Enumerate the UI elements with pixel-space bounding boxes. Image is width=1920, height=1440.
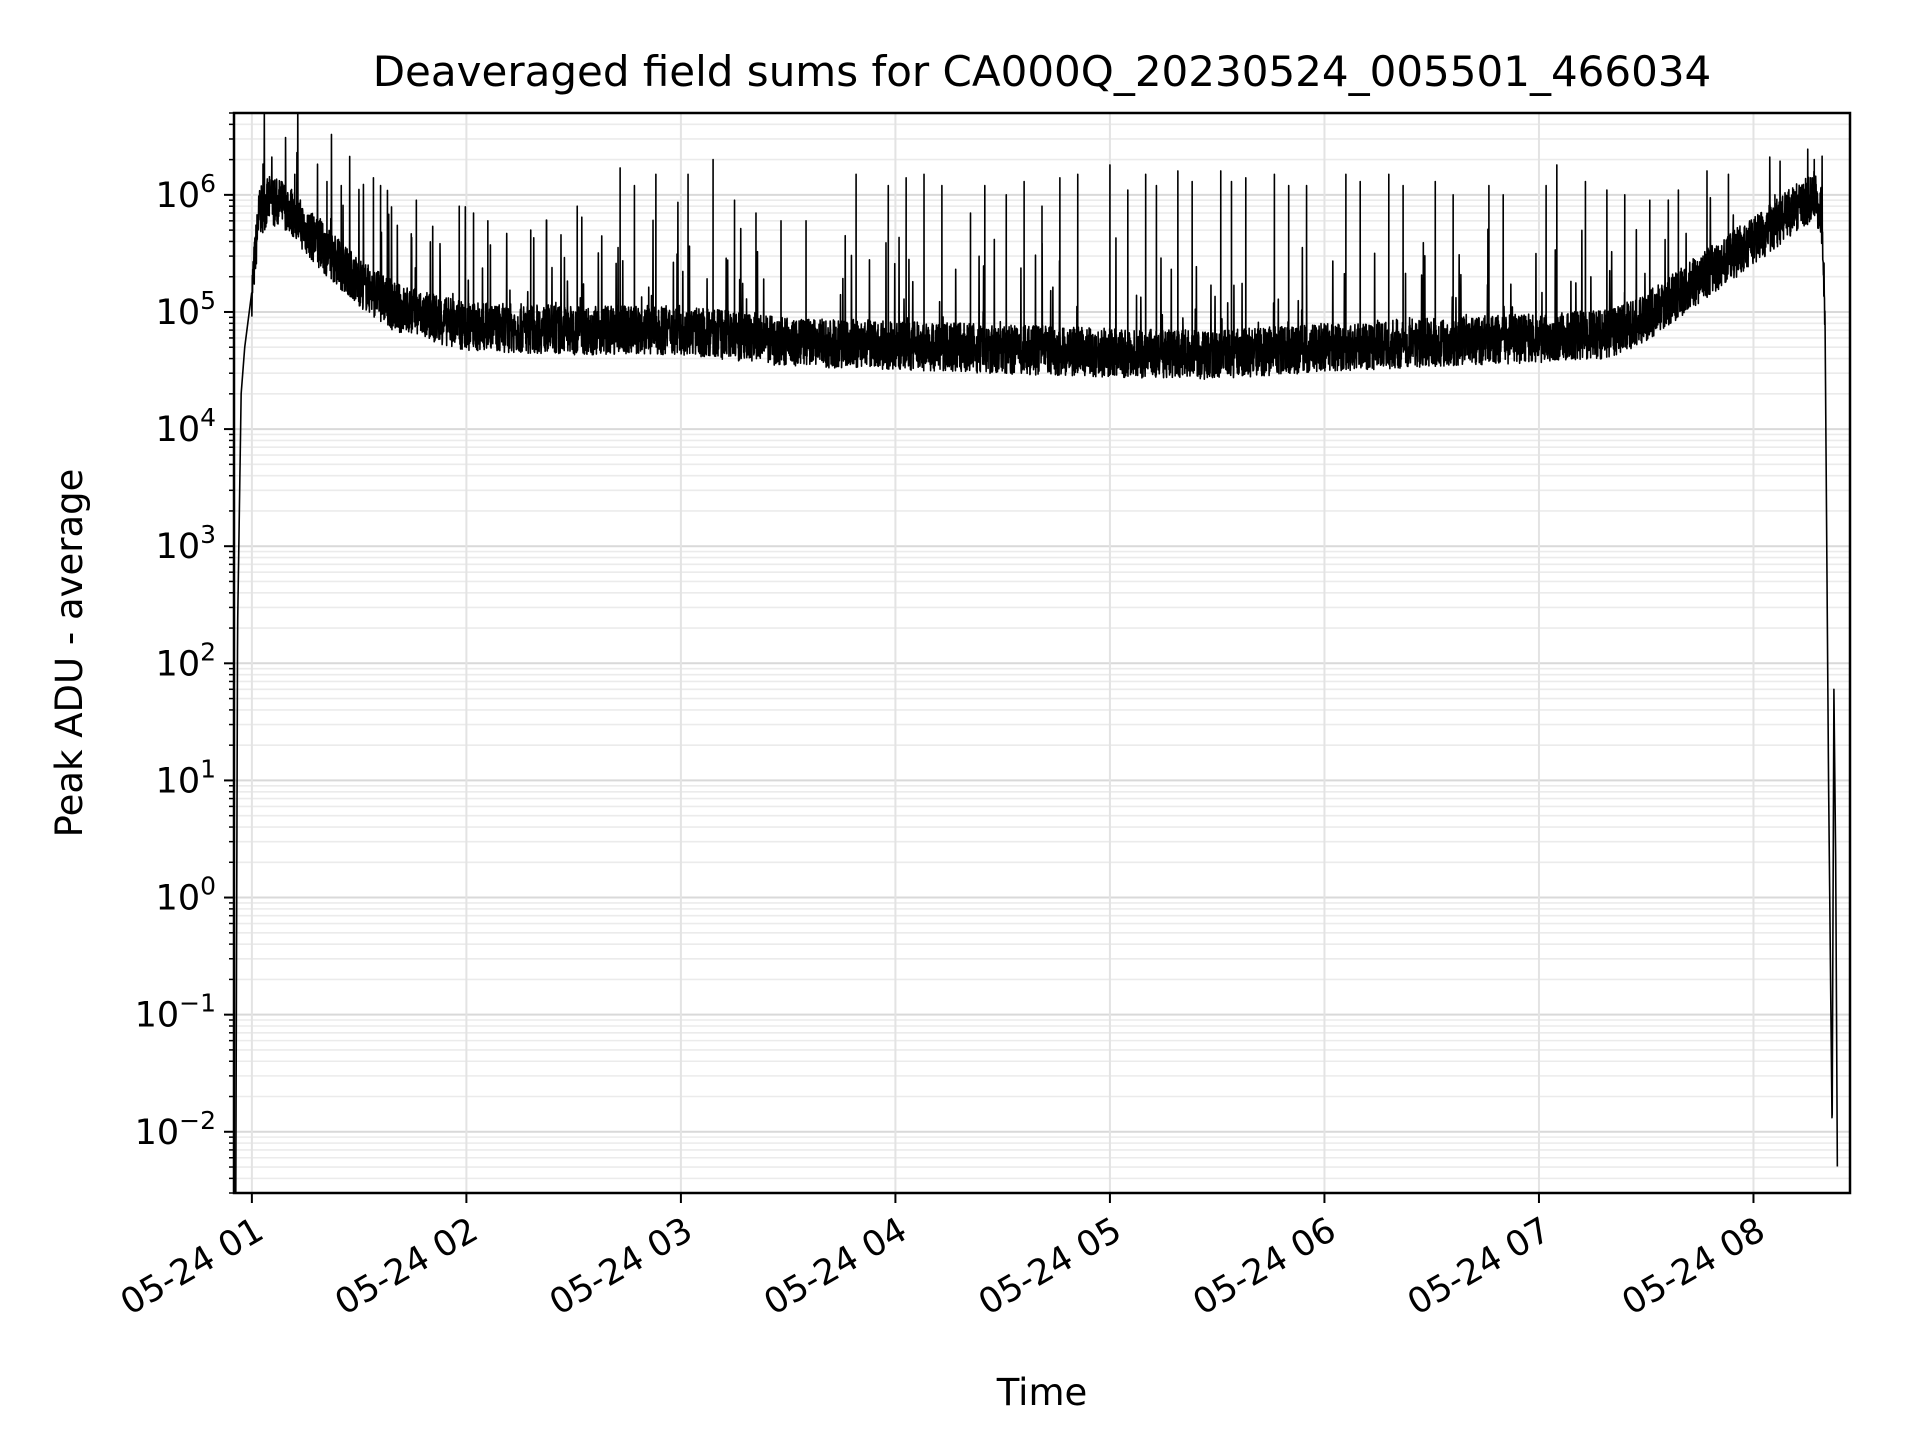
- y-tick-base: 10: [156, 879, 201, 919]
- chart-title: Deaveraged field sums for CA000Q_2023052…: [373, 47, 1712, 96]
- y-axis-label: Peak ADU - average: [48, 469, 91, 838]
- y-tick-exponent: 3: [200, 520, 216, 549]
- y-tick-exponent: −1: [179, 989, 216, 1018]
- y-tick-base: 10: [156, 644, 201, 684]
- y-tick-label: 100: [156, 872, 216, 919]
- y-tick-base: 10: [156, 293, 201, 333]
- y-tick-label: 103: [156, 520, 216, 567]
- y-tick-exponent: 4: [200, 403, 216, 432]
- y-tick-label: 101: [156, 754, 216, 801]
- y-tick-exponent: 5: [200, 286, 216, 315]
- y-tick-base: 10: [135, 1113, 180, 1153]
- series-line: [234, 113, 1839, 1193]
- x-axis-label: Time: [996, 1371, 1088, 1414]
- y-tick-base: 10: [156, 527, 201, 567]
- series-layer: [234, 113, 1839, 1193]
- y-tick-exponent: 0: [200, 872, 216, 901]
- y-tick-base: 10: [156, 410, 201, 450]
- y-tick-label: 106: [156, 169, 216, 216]
- y-tick-label: 105: [156, 286, 216, 333]
- y-tick-exponent: 1: [200, 754, 216, 783]
- y-tick-base: 10: [156, 176, 201, 216]
- y-tick-label: 10−1: [135, 989, 216, 1036]
- y-tick-base: 10: [156, 761, 201, 801]
- y-tick-label: 102: [156, 637, 216, 684]
- y-tick-base: 10: [135, 996, 180, 1036]
- y-tick-label: 10−2: [135, 1106, 216, 1153]
- y-tick-exponent: 2: [200, 637, 216, 666]
- y-tick-label: 104: [156, 403, 216, 450]
- y-tick-exponent: 6: [200, 169, 216, 198]
- plot-frame: [232, 111, 1852, 1195]
- y-tick-exponent: −2: [179, 1106, 216, 1135]
